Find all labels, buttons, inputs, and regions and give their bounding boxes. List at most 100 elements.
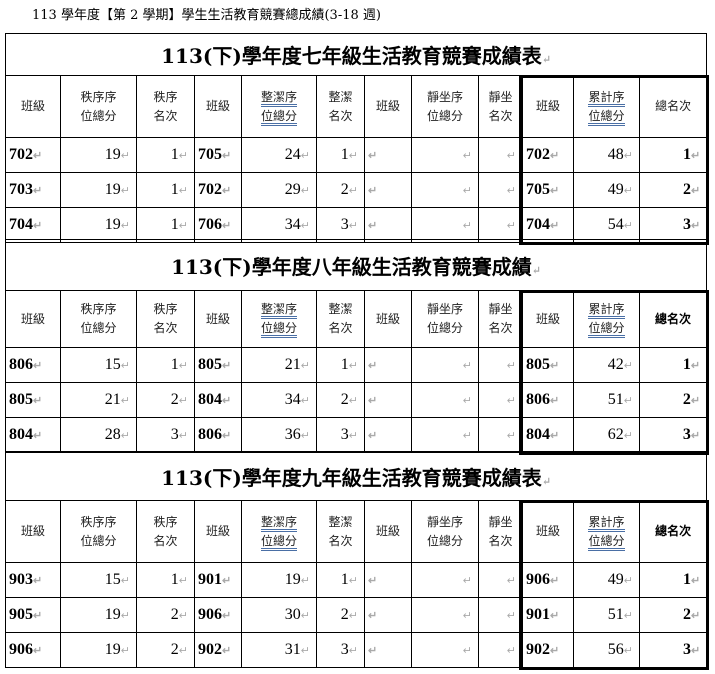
header-clean-score: 整潔序 位總分 <box>241 290 317 348</box>
header-clean-rank: 整潔 名次 <box>316 75 365 138</box>
cell-class: 706↵ <box>194 207 242 243</box>
cell-total-score: 56↵ <box>573 632 640 668</box>
cell-class: 901↵ <box>522 597 574 633</box>
header-order-score: 秩序序 位總分 <box>60 290 137 348</box>
cell-total-rank: 2↵ <box>638 382 708 418</box>
header-class: 班級 <box>5 500 61 563</box>
cell-class: ↵ <box>364 632 412 668</box>
header-total-score: 累計序 位總分 <box>573 290 640 348</box>
header-quiet-score: 靜坐序 位總分 <box>411 500 479 563</box>
cell-quiet-score: ↵ <box>411 207 479 243</box>
table-row: 804↵ 28↵ 3↵ 806↵ 36↵ 3↵ ↵ ↵ ↵ 804↵ 62↵ 3↵ <box>5 417 708 453</box>
header-quiet-score: 靜坐序 位總分 <box>411 75 479 138</box>
cell-order-rank: 1↵ <box>136 562 195 598</box>
cell-clean-score: 34↵ <box>241 382 317 418</box>
cell-total-score: 51↵ <box>573 597 640 633</box>
cell-quiet-score: ↵ <box>411 137 479 173</box>
cell-class: 906↵ <box>194 597 242 633</box>
cell-quiet-score: ↵ <box>411 632 479 668</box>
cell-clean-score: 36↵ <box>241 417 317 453</box>
cell-order-score: 19↵ <box>60 597 137 633</box>
cell-clean-score: 19↵ <box>241 562 317 598</box>
table-row: 905↵ 19↵ 2↵ 906↵ 30↵ 2↵ ↵ ↵ ↵ 901↵ 51↵ 2↵ <box>5 597 708 633</box>
header-clean-score: 整潔序 位總分 <box>241 500 317 563</box>
header-class: 班級 <box>522 500 574 563</box>
section-table-2: 113(下)學年度八年級生活教育競賽成績↵ 班級 秩序序 位總分 秩序 名次 班級 整潔序 位總… <box>4 239 708 453</box>
header-order-score: 秩序序 位總分 <box>60 500 137 563</box>
header-class: 班級 <box>194 500 242 563</box>
cell-total-score: 49↵ <box>573 172 640 208</box>
table-row: 702↵ 19↵ 1↵ 705↵ 24↵ 1↵ ↵ ↵ ↵ 702↵ 48↵ 1↵ <box>5 137 708 173</box>
header-order-rank: 秩序 名次 <box>136 290 195 348</box>
header-quiet-score: 靜坐序 位總分 <box>411 290 479 348</box>
cell-quiet-rank: ↵ <box>478 137 523 173</box>
cell-order-rank: 3↵ <box>136 417 195 453</box>
cell-total-score: 48↵ <box>573 137 640 173</box>
header-total-score: 累計序 位總分 <box>573 75 640 138</box>
cell-quiet-rank: ↵ <box>478 632 523 668</box>
header-quiet-rank: 靜坐 名次 <box>478 290 523 348</box>
cell-clean-rank: 1↵ <box>316 347 365 383</box>
cell-class: 902↵ <box>194 632 242 668</box>
cell-total-rank: 3↵ <box>638 632 708 668</box>
header-clean-score: 整潔序 位總分 <box>241 75 317 138</box>
header-class: 班級 <box>5 75 61 138</box>
cell-class: ↵ <box>364 347 412 383</box>
cell-total-rank: 2↵ <box>638 172 708 208</box>
cell-clean-score: 24↵ <box>241 137 317 173</box>
cell-order-rank: 2↵ <box>136 632 195 668</box>
cell-total-rank: 1↵ <box>638 137 708 173</box>
cell-class: ↵ <box>364 207 412 243</box>
cell-quiet-rank: ↵ <box>478 562 523 598</box>
header-class: 班級 <box>194 75 242 138</box>
cell-class: 906↵ <box>5 632 61 668</box>
header-class: 班級 <box>364 290 412 348</box>
cell-class: 901↵ <box>194 562 242 598</box>
cell-class: 905↵ <box>5 597 61 633</box>
table-row: 903↵ 15↵ 1↵ 901↵ 19↵ 1↵ ↵ ↵ ↵ 906↵ 49↵ 1↵ <box>5 562 708 598</box>
table-row: 806↵ 15↵ 1↵ 805↵ 21↵ 1↵ ↵ ↵ ↵ 805↵ 42↵ 1↵ <box>5 347 708 383</box>
section-title: 113(下)學年度八年級生活教育競賽成績↵ <box>4 239 708 291</box>
cell-class: 805↵ <box>194 347 242 383</box>
cell-quiet-score: ↵ <box>411 562 479 598</box>
header-clean-rank: 整潔 名次 <box>316 500 365 563</box>
header-class: 班級 <box>364 75 412 138</box>
cell-order-rank: 1↵ <box>136 137 195 173</box>
header-order-rank: 秩序 名次 <box>136 75 195 138</box>
cell-order-score: 19↵ <box>60 207 137 243</box>
header-order-rank: 秩序 名次 <box>136 500 195 563</box>
cell-class: 704↵ <box>522 207 574 243</box>
header-total-rank: 總名次 <box>638 75 708 138</box>
table-row: 906↵ 19↵ 2↵ 902↵ 31↵ 3↵ ↵ ↵ ↵ 902↵ 56↵ 3↵ <box>5 632 708 668</box>
cell-class: 703↵ <box>5 172 61 208</box>
cell-order-score: 19↵ <box>60 137 137 173</box>
cell-class: 804↵ <box>522 417 574 453</box>
header-class: 班級 <box>522 75 574 138</box>
cell-quiet-rank: ↵ <box>478 597 523 633</box>
cell-clean-rank: 3↵ <box>316 207 365 243</box>
table-row: 805↵ 21↵ 2↵ 804↵ 34↵ 2↵ ↵ ↵ ↵ 806↵ 51↵ 2↵ <box>5 382 708 418</box>
cell-class: 702↵ <box>5 137 61 173</box>
cell-order-rank: 1↵ <box>136 172 195 208</box>
cell-class: 705↵ <box>194 137 242 173</box>
cell-quiet-score: ↵ <box>411 597 479 633</box>
cell-total-rank: 1↵ <box>638 562 708 598</box>
cell-quiet-rank: ↵ <box>478 382 523 418</box>
section-title: 113(下)學年度九年級生活教育競賽成績表↵ <box>4 451 708 501</box>
cell-quiet-score: ↵ <box>411 347 479 383</box>
header-quiet-rank: 靜坐 名次 <box>478 500 523 563</box>
header-order-score: 秩序序 位總分 <box>60 75 137 138</box>
cell-order-score: 15↵ <box>60 347 137 383</box>
cell-class: 903↵ <box>5 562 61 598</box>
cell-quiet-score: ↵ <box>411 382 479 418</box>
cell-order-rank: 2↵ <box>136 382 195 418</box>
section-table-1: 113(下)學年度七年級生活教育競賽成績表↵ 班級 秩序序 位總分 秩序 名次 班級 整潔序位… <box>4 33 708 243</box>
cell-clean-score: 31↵ <box>241 632 317 668</box>
cell-quiet-rank: ↵ <box>478 417 523 453</box>
cell-total-score: 51↵ <box>573 382 640 418</box>
cell-total-score: 62↵ <box>573 417 640 453</box>
cell-class: 806↵ <box>194 417 242 453</box>
cell-class: 806↵ <box>522 382 574 418</box>
header-quiet-rank: 靜坐 名次 <box>478 75 523 138</box>
cell-order-score: 19↵ <box>60 632 137 668</box>
